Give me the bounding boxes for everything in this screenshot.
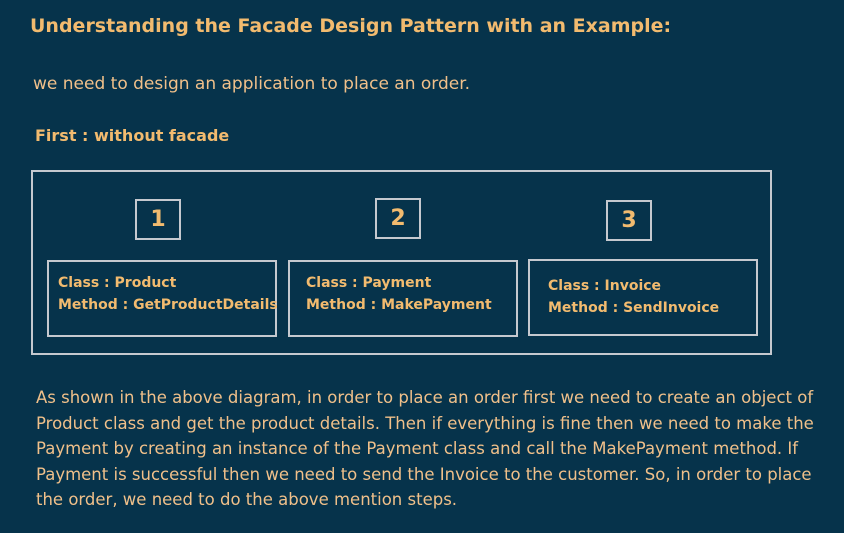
class-box-invoice: Class : Invoice Method : SendInvoice — [528, 259, 758, 336]
description-paragraph: As shown in the above diagram, in order … — [36, 388, 814, 509]
section-heading: First : without facade — [35, 126, 230, 145]
step-number-2: 2 — [375, 198, 421, 239]
class-name-label: Class : Product — [58, 275, 177, 291]
method-name-label: Method : GetProductDetails — [58, 297, 278, 313]
method-name-label: Method : MakePayment — [306, 297, 492, 313]
facade-diagram: 1 2 3 Class : Product Method : GetProduc… — [31, 170, 772, 355]
method-name-label: Method : SendInvoice — [548, 300, 720, 316]
step-number-1: 1 — [135, 199, 181, 240]
class-name-label: Class : Payment — [306, 275, 432, 291]
class-box-payment: Class : Payment Method : MakePayment — [288, 260, 518, 337]
intro-text: we need to design an application to plac… — [33, 74, 471, 94]
page-title: Understanding the Facade Design Pattern … — [30, 15, 672, 37]
class-box-product: Class : Product Method : GetProductDetai… — [47, 260, 278, 337]
step-number-3: 3 — [606, 200, 652, 241]
class-name-label: Class : Invoice — [548, 278, 662, 294]
